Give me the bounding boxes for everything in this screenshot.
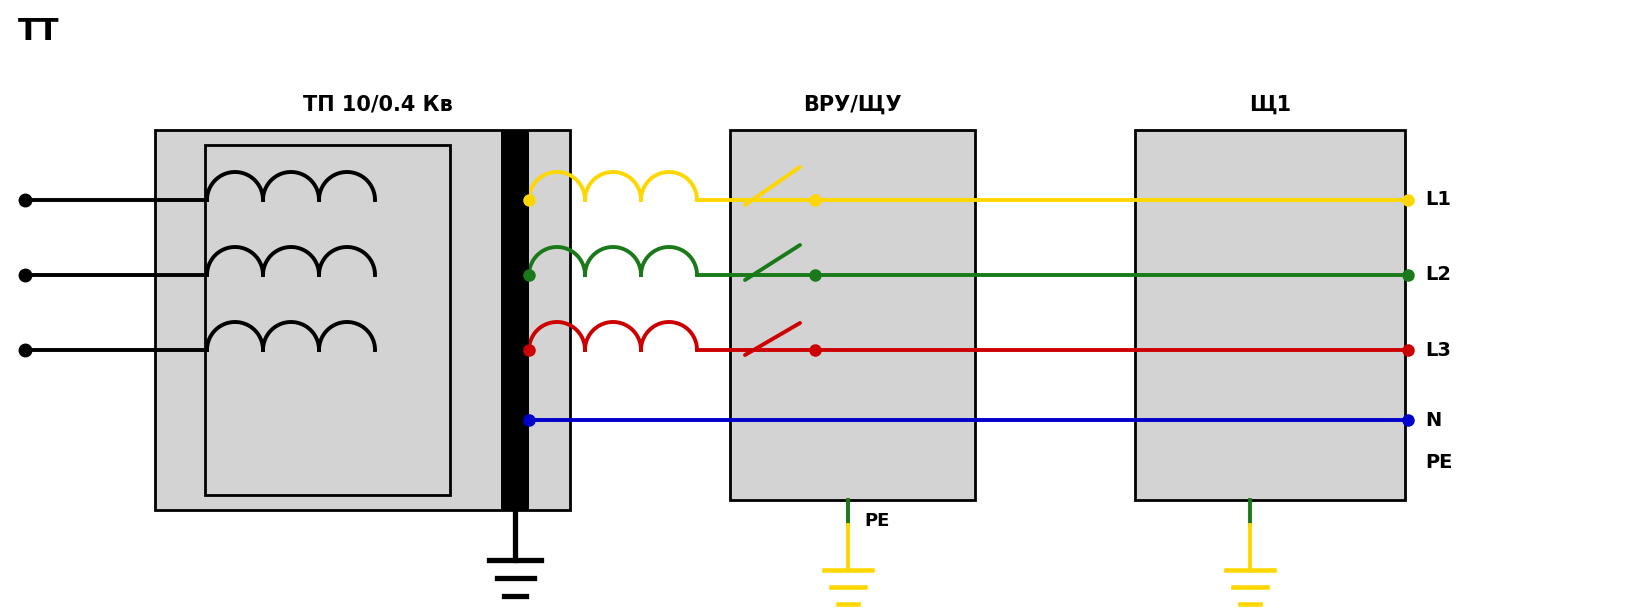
Text: L2: L2	[1425, 266, 1451, 285]
Text: PE: PE	[865, 512, 890, 530]
Text: N: N	[1425, 410, 1441, 429]
Text: ТП 10/0.4 Кв: ТП 10/0.4 Кв	[303, 95, 453, 115]
Bar	[155, 130, 569, 510]
Bar	[1135, 130, 1405, 500]
Bar	[501, 130, 528, 510]
Text: ТТ: ТТ	[18, 17, 59, 46]
Text: L1: L1	[1425, 191, 1451, 210]
Text: Щ1: Щ1	[1248, 95, 1291, 115]
Text: L3: L3	[1425, 341, 1451, 360]
Text: ВРУ/ЩУ: ВРУ/ЩУ	[803, 95, 901, 115]
Bar	[730, 130, 975, 500]
Bar	[204, 145, 450, 495]
Text: PE: PE	[1425, 453, 1453, 472]
